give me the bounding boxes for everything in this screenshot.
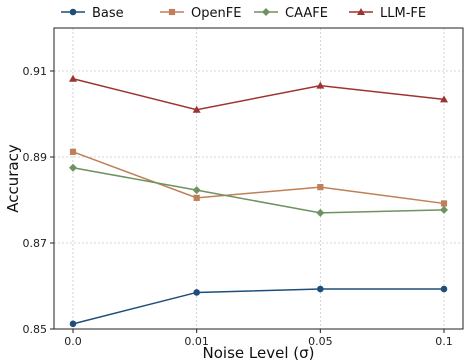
y-axis: 0.85 0.87 0.89 0.91 [23, 65, 54, 336]
data-point-openfe [317, 184, 324, 191]
data-point-caafe [440, 205, 448, 214]
x-tick-label: 0.05 [308, 335, 333, 348]
x-tick-label: 0.0 [64, 335, 82, 348]
data-point-caafe [316, 208, 325, 217]
y-axis-label: Accuracy [4, 144, 22, 213]
y-tick-label: 0.89 [23, 151, 48, 164]
legend-item-base: Base [61, 6, 124, 21]
data-point-base [193, 289, 200, 296]
data-point-base [69, 320, 77, 328]
data-point-llm-fe [192, 105, 201, 113]
grid-lines [54, 28, 463, 330]
series-line-llm-fe [72, 78, 445, 111]
series-base [69, 285, 448, 328]
legend-item-caafe: CAAFE [254, 6, 328, 21]
legend-marker-llm-fe [357, 8, 365, 15]
legend-label-llm-fe: LLM-FE [380, 6, 426, 21]
series-group [69, 74, 448, 328]
y-tick-label: 0.85 [23, 323, 48, 336]
plot-area [53, 27, 464, 330]
x-axis: 0.0 0.01 0.05 0.1 [64, 329, 453, 348]
series-llm-fe [69, 74, 448, 113]
series-openfe [69, 148, 448, 207]
series-line-openfe [72, 151, 445, 205]
series-line-base [72, 288, 444, 325]
x-axis-label: Noise Level (σ) [203, 344, 315, 362]
y-tick-label: 0.91 [23, 65, 48, 78]
series-line-caafe [72, 167, 445, 214]
y-tick-label: 0.87 [23, 237, 48, 250]
data-point-caafe [69, 163, 77, 172]
x-tick-label: 0.1 [435, 335, 453, 348]
data-point-llm-fe [440, 95, 448, 103]
legend-label-caafe: CAAFE [285, 6, 328, 21]
data-point-llm-fe [69, 74, 77, 82]
legend-label-openfe: OpenFE [191, 6, 241, 21]
legend-marker-caafe [262, 8, 270, 16]
data-point-caafe [192, 186, 201, 195]
legend-label-base: Base [92, 6, 124, 21]
data-point-base [440, 285, 448, 293]
legend-item-openfe: OpenFE [160, 6, 241, 21]
data-point-openfe [440, 200, 448, 207]
x-tick-label: 0.01 [184, 335, 209, 348]
legend-marker-openfe [168, 8, 176, 16]
data-point-llm-fe [316, 81, 325, 89]
data-point-openfe [193, 194, 200, 201]
legend-marker-base [69, 8, 77, 16]
legend: Base OpenFE CAAFE LLM-FE [61, 6, 426, 21]
legend-item-llm-fe: LLM-FE [349, 6, 426, 21]
data-point-openfe [69, 148, 77, 155]
data-point-base [317, 285, 324, 293]
series-caafe [69, 163, 448, 217]
